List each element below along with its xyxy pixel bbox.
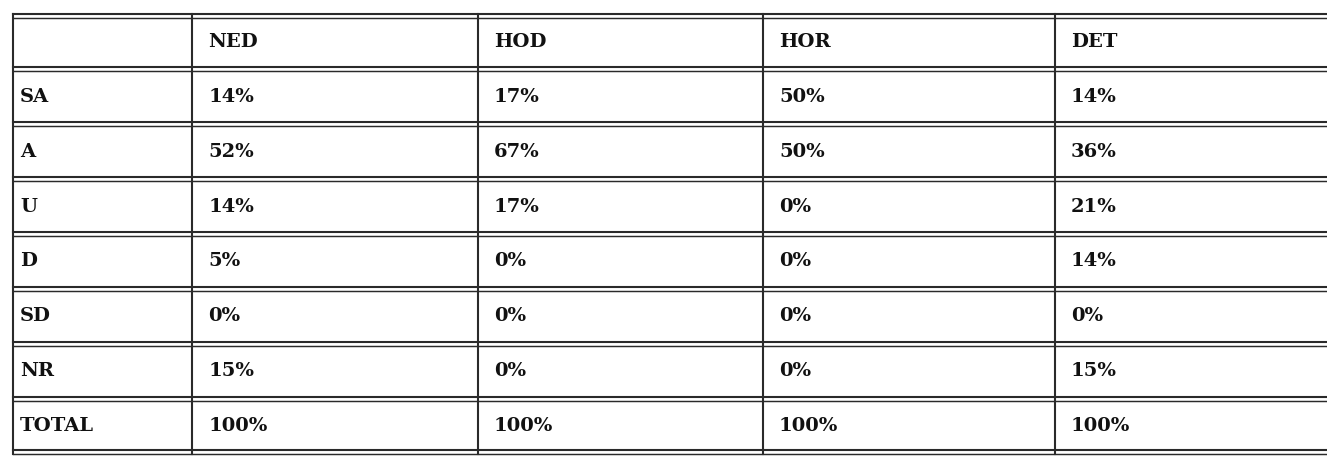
Text: HOD: HOD xyxy=(494,33,547,51)
Text: SD: SD xyxy=(20,307,50,325)
Text: A: A xyxy=(20,143,35,161)
Text: 100%: 100% xyxy=(779,417,839,435)
Text: NED: NED xyxy=(208,33,257,51)
Text: 0%: 0% xyxy=(1071,307,1103,325)
Text: 67%: 67% xyxy=(494,143,539,161)
Text: D: D xyxy=(20,253,37,271)
Text: TOTAL: TOTAL xyxy=(20,417,94,435)
Text: 0%: 0% xyxy=(779,253,811,271)
Text: SA: SA xyxy=(20,88,49,105)
Text: 100%: 100% xyxy=(494,417,553,435)
Text: 0%: 0% xyxy=(494,253,525,271)
Text: 17%: 17% xyxy=(494,197,540,215)
Text: 100%: 100% xyxy=(208,417,268,435)
Text: 17%: 17% xyxy=(494,88,540,105)
Text: 0%: 0% xyxy=(779,363,811,380)
Text: 0%: 0% xyxy=(779,197,811,215)
Text: 14%: 14% xyxy=(1071,253,1117,271)
Text: U: U xyxy=(20,197,37,215)
Text: 21%: 21% xyxy=(1071,197,1117,215)
Text: 15%: 15% xyxy=(1071,363,1117,380)
Text: 0%: 0% xyxy=(494,363,525,380)
Text: 14%: 14% xyxy=(208,197,255,215)
Text: 0%: 0% xyxy=(494,307,525,325)
Text: 50%: 50% xyxy=(779,88,824,105)
Text: 14%: 14% xyxy=(1071,88,1117,105)
Text: 5%: 5% xyxy=(208,253,240,271)
Text: 50%: 50% xyxy=(779,143,824,161)
Text: 14%: 14% xyxy=(208,88,255,105)
Text: HOR: HOR xyxy=(779,33,831,51)
Text: 0%: 0% xyxy=(779,307,811,325)
Text: NR: NR xyxy=(20,363,54,380)
Text: DET: DET xyxy=(1071,33,1117,51)
Text: 52%: 52% xyxy=(208,143,253,161)
Text: 100%: 100% xyxy=(1071,417,1131,435)
Text: 36%: 36% xyxy=(1071,143,1117,161)
Text: 15%: 15% xyxy=(208,363,255,380)
Text: 0%: 0% xyxy=(208,307,240,325)
